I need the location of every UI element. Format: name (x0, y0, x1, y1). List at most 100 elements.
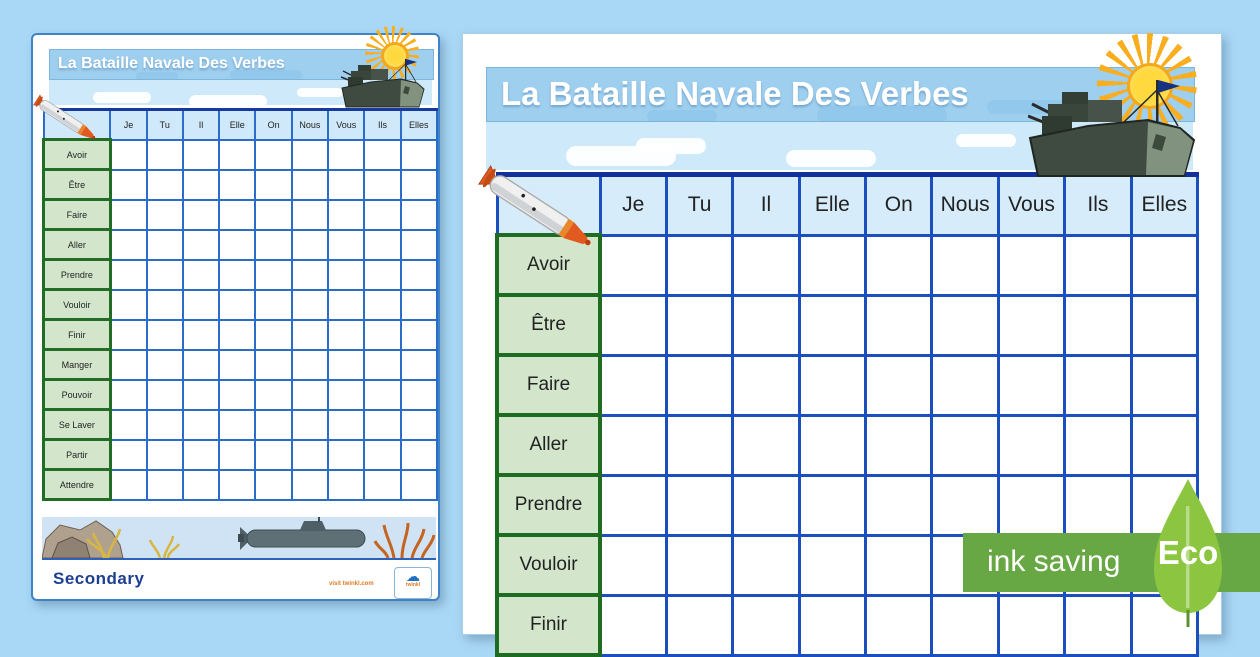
worksheet-preview-page-small[interactable]: La Bataille Navale Des Verbes (31, 26, 440, 601)
answer-cell (327, 318, 366, 351)
answer-cell (1063, 413, 1133, 477)
answer-cell (290, 168, 330, 201)
answer-cell (109, 258, 148, 291)
answer-cell (731, 473, 801, 537)
answer-cell (327, 228, 366, 261)
answer-cell (327, 348, 366, 381)
answer-cell (290, 318, 330, 351)
pronoun-header-vous: Vous (327, 108, 366, 141)
answer-cell (145, 138, 184, 171)
answer-cell (363, 228, 402, 261)
answer-cell (664, 413, 735, 477)
verb-row-header: Prendre (42, 258, 112, 291)
answer-cell (399, 138, 439, 171)
answer-cell (363, 318, 402, 351)
answer-cell (218, 258, 257, 291)
answer-cell (598, 593, 668, 657)
answer-cell (598, 293, 668, 357)
answer-cell (930, 233, 1000, 297)
answer-cell (218, 468, 257, 501)
answer-cell (327, 258, 366, 291)
cloud (230, 70, 302, 79)
answer-cell (363, 198, 402, 231)
answer-cell (363, 138, 402, 171)
pronoun-header-on: On (864, 172, 934, 237)
battleship-icon (1028, 80, 1196, 177)
verb-row-header: Être (42, 168, 112, 201)
answer-cell (664, 353, 735, 417)
answer-cell (109, 408, 148, 441)
answer-cell (731, 233, 801, 297)
answer-cell (254, 348, 293, 381)
answer-cell (145, 258, 184, 291)
pronoun-header-on: On (254, 108, 293, 141)
answer-cell (731, 353, 801, 417)
answer-cell (145, 288, 184, 321)
answer-cell (145, 438, 184, 471)
pronoun-header-nous: Nous (930, 172, 1000, 237)
answer-cell (181, 438, 221, 471)
answer-cell (363, 438, 402, 471)
ink-saving-label: ink saving (987, 545, 1121, 578)
answer-cell (399, 228, 439, 261)
visit-website-label: visit twinkl.com (329, 581, 374, 587)
answer-cell (290, 228, 330, 261)
answer-cell (181, 168, 221, 201)
answer-cell (218, 348, 257, 381)
answer-cell (864, 353, 934, 417)
pronoun-header-tu: Tu (664, 172, 735, 237)
answer-cell (864, 233, 934, 297)
answer-cell (327, 468, 366, 501)
verb-row-header: Finir (42, 318, 112, 351)
answer-cell (327, 168, 366, 201)
answer-cell (664, 293, 735, 357)
cloud (647, 110, 717, 121)
answer-cell (731, 593, 801, 657)
pronoun-header-elles: Elles (399, 108, 439, 141)
answer-cell (664, 533, 735, 597)
answer-cell (109, 228, 148, 261)
answer-cell (181, 468, 221, 501)
cloud (786, 150, 876, 167)
verb-row-header: Avoir (42, 138, 112, 171)
worksheet-title: La Bataille Navale Des Verbes (58, 55, 285, 72)
verb-row-header: Vouloir (495, 533, 602, 597)
answer-cell (181, 348, 221, 381)
answer-cell (290, 348, 330, 381)
verb-row-header: Manger (42, 348, 112, 381)
answer-cell (290, 378, 330, 411)
answer-cell (797, 353, 868, 417)
verb-row-header: Aller (495, 413, 602, 477)
cloud (636, 138, 706, 154)
conjugation-grid: Je Tu Il Elle On Nous Vous Ils Elles Avoir Être Fai… (42, 108, 439, 501)
answer-cell (181, 138, 221, 171)
answer-cell (145, 198, 184, 231)
page-content: La Bataille Navale Des Verbes (33, 26, 439, 599)
answer-cell (864, 413, 934, 477)
submarine-icon (238, 517, 366, 550)
verb-row-header: Pouvoir (42, 378, 112, 411)
answer-cell (290, 438, 330, 471)
answer-cell (254, 258, 293, 291)
answer-cell (996, 353, 1067, 417)
answer-cell (145, 348, 184, 381)
answer-cell (254, 408, 293, 441)
cloud (297, 88, 343, 97)
answer-cell (181, 408, 221, 441)
answer-cell (218, 138, 257, 171)
answer-cell (1063, 233, 1133, 297)
answer-cell (399, 438, 439, 471)
answer-cell (254, 318, 293, 351)
answer-cell (1063, 293, 1133, 357)
cloud (93, 92, 151, 103)
page-content: La Bataille Navale Des Verbes (463, 33, 1221, 657)
answer-cell (145, 408, 184, 441)
answer-cell (181, 258, 221, 291)
pronoun-header-ils: Ils (363, 108, 402, 141)
answer-cell (254, 228, 293, 261)
answer-cell (664, 473, 735, 537)
answer-cell (254, 138, 293, 171)
answer-cell (290, 198, 330, 231)
answer-cell (731, 533, 801, 597)
answer-cell (797, 533, 868, 597)
